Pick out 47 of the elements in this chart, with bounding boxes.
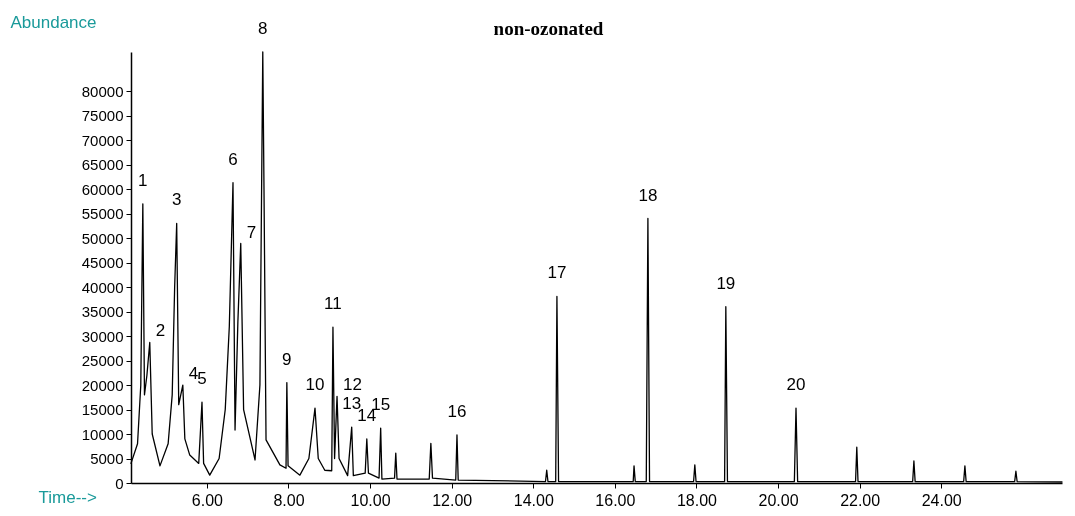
x-axis-title: Time--> <box>38 487 97 507</box>
annotation: 11 <box>324 294 342 314</box>
y-tick-label: 0 <box>115 474 124 492</box>
y-tick-label: 40000 <box>81 278 124 296</box>
annotation: 17 <box>547 263 567 283</box>
annotation: 3 <box>171 190 182 210</box>
y-axis-title: Abundance <box>10 12 97 32</box>
y-tick-label: 80000 <box>81 82 124 100</box>
annotation: 4 <box>188 364 199 384</box>
chart-title: non-ozonated <box>493 18 604 39</box>
annotation: 20 <box>786 375 806 395</box>
y-tick-label: 50000 <box>81 229 124 247</box>
x-tick-label: 12.00 <box>432 491 473 509</box>
annotation: 1 <box>138 170 148 190</box>
annotation: 18 <box>638 185 658 205</box>
y-tick-label: 10000 <box>81 425 124 443</box>
annotation: 12 <box>343 375 362 395</box>
y-tick-label: 25000 <box>81 352 124 370</box>
annotation: 10 <box>305 375 325 395</box>
x-tick-label: 14.00 <box>513 491 554 509</box>
annotation: 5 <box>197 369 207 389</box>
x-tick-label: 8.00 <box>273 491 305 509</box>
y-tick-label: 45000 <box>81 254 124 272</box>
y-tick-label: 30000 <box>81 327 124 345</box>
annotation: 9 <box>282 349 292 369</box>
y-tick-label: 5000 <box>90 450 124 468</box>
x-tick-label: 20.00 <box>758 491 799 509</box>
y-tick-label: 70000 <box>81 131 124 149</box>
y-tick-label: 60000 <box>81 180 124 198</box>
y-tick-label: 65000 <box>81 156 124 174</box>
y-tick-label: 75000 <box>81 107 124 125</box>
annotation: 8 <box>258 19 268 38</box>
y-tick-label: 55000 <box>81 205 124 223</box>
annotation: 6 <box>228 149 238 169</box>
annotation: 2 <box>155 321 166 341</box>
x-tick-label: 10.00 <box>350 491 391 509</box>
annotation: 19 <box>716 273 736 293</box>
x-tick-label: 18.00 <box>676 491 718 509</box>
y-tick-label: 20000 <box>81 376 124 394</box>
y-tick-label: 15000 <box>81 401 124 419</box>
x-tick-label: 22.00 <box>840 491 881 509</box>
y-tick-label: 35000 <box>81 303 124 321</box>
annotation: 16 <box>447 402 467 421</box>
x-tick-label: 6.00 <box>191 491 224 509</box>
x-tick-label: 16.00 <box>595 491 636 509</box>
annotation: 7 <box>246 222 257 242</box>
x-tick-label: 24.00 <box>921 491 962 509</box>
